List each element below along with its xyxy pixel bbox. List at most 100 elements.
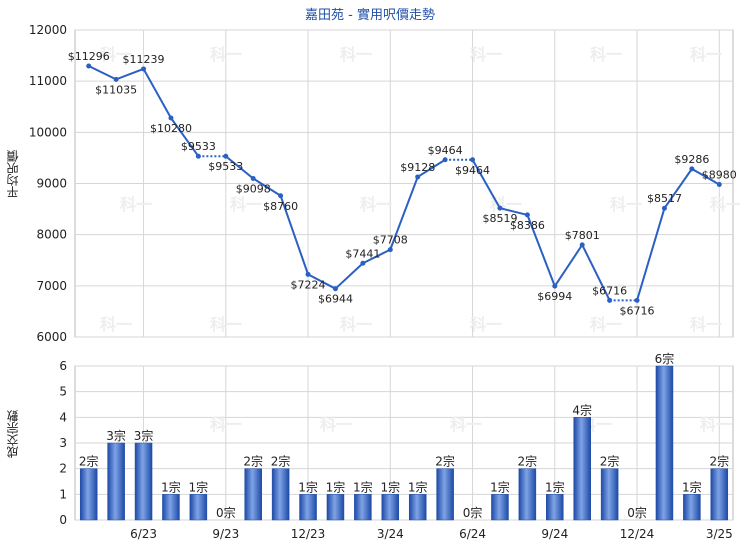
price-line-segment [362, 248, 391, 265]
count-data-label: 1宗 [682, 479, 702, 494]
price-tick-label: 10000 [29, 125, 67, 139]
count-bar [655, 365, 674, 521]
count-data-label: 2宗 [709, 454, 729, 469]
price-data-label: $8760 [263, 200, 298, 213]
price-point [607, 297, 613, 303]
watermark-text: 科一 [100, 45, 132, 64]
price-tick-label: 12000 [29, 23, 67, 37]
price-line-segment [170, 117, 200, 157]
price-data-label: $7224 [291, 278, 326, 291]
price-line-segment [553, 244, 584, 287]
price-data-label: $9533 [208, 160, 243, 173]
price-point [360, 260, 366, 266]
price-data-label: $9464 [428, 144, 463, 157]
count-tick-label: 3 [59, 436, 67, 450]
x-tick-label: 6/23 [130, 527, 157, 541]
watermark-text: 科一 [590, 315, 622, 334]
count-data-label: 1宗 [490, 479, 510, 494]
count-data-label: 0宗 [216, 505, 236, 520]
price-data-label: $8519 [482, 212, 517, 225]
price-point [415, 174, 421, 180]
price-data-label: $8980 [702, 169, 737, 182]
watermark-text: 科一 [610, 195, 642, 214]
count-data-label: 2宗 [243, 454, 263, 469]
watermark-text: 科一 [690, 45, 722, 64]
price-point [86, 63, 92, 69]
watermark-text: 科一 [210, 315, 242, 334]
count-bar [546, 494, 564, 521]
price-data-label: $7441 [345, 247, 380, 260]
price-point [250, 175, 256, 181]
count-bar [710, 468, 729, 521]
watermark-text: 科一 [690, 315, 722, 334]
count-bar [79, 468, 98, 521]
count-tick-label: 5 [59, 385, 67, 399]
price-point [442, 157, 448, 163]
price-line-segment [471, 159, 501, 209]
count-bar [408, 494, 427, 521]
watermark-text: 科一 [120, 195, 152, 214]
x-tick-label: 6/24 [459, 527, 486, 541]
price-data-label: $9533 [181, 140, 216, 153]
price-line-segment [307, 273, 336, 290]
watermark-text: 科一 [710, 195, 740, 214]
count-data-label: 0宗 [627, 505, 647, 520]
price-line-segment [334, 262, 364, 290]
count-bar [107, 442, 125, 521]
price-line-segment [142, 68, 172, 119]
price-data-label: $8386 [510, 219, 545, 232]
price-line-segment [526, 214, 556, 287]
watermark-text: 科一 [210, 415, 242, 434]
watermark-text: 科一 [340, 315, 372, 334]
price-line-segment [636, 207, 666, 301]
chart-title: 嘉田苑 - 實用呎價走勢 [305, 8, 435, 23]
price-data-label: $6716 [592, 284, 627, 297]
price-data-label: $9464 [455, 164, 490, 177]
count-bar [162, 494, 180, 521]
price-point [524, 212, 530, 218]
price-point [470, 157, 476, 163]
price-point [305, 271, 311, 277]
count-data-label: 1宗 [161, 479, 181, 494]
watermark-text: 科一 [470, 45, 502, 64]
price-point [387, 247, 393, 253]
count-data-label: 1宗 [545, 479, 565, 494]
price-point [634, 297, 640, 303]
count-data-label: 2宗 [600, 454, 620, 469]
count-bar [244, 468, 262, 521]
price-data-label: $6994 [537, 290, 572, 303]
count-tick-label: 4 [59, 410, 67, 424]
price-point [223, 153, 229, 159]
price-point [689, 166, 695, 172]
watermark-text: 科一 [100, 315, 132, 334]
watermark-text: 科一 [210, 45, 242, 64]
count-bar [600, 468, 619, 521]
watermark-text: 科一 [450, 415, 482, 434]
price-data-label: $6944 [318, 293, 353, 306]
price-tick-label: 8000 [36, 228, 67, 242]
watermark-text: 科一 [360, 195, 392, 214]
price-tick-label: 9000 [36, 177, 67, 191]
count-data-label: 1宗 [189, 479, 209, 494]
count-data-label: 0宗 [463, 505, 483, 520]
price-point [141, 66, 147, 72]
price-data-label: $11239 [123, 53, 165, 66]
count-tick-label: 0 [59, 513, 67, 527]
price-tick-label: 11000 [29, 74, 67, 88]
count-bar [573, 417, 591, 521]
count-data-label: 6宗 [655, 351, 675, 366]
price-line-segment [581, 244, 611, 301]
price-point [579, 242, 585, 248]
count-data-label: 2宗 [518, 454, 538, 469]
price-point [195, 153, 201, 159]
price-point [497, 205, 503, 211]
price-line-segment [279, 195, 309, 275]
price-point [168, 115, 174, 121]
watermark-text: 科一 [700, 415, 732, 434]
count-data-label: 2宗 [271, 454, 291, 469]
count-data-label: 1宗 [408, 479, 428, 494]
price-line-segment [88, 65, 117, 81]
price-line-segment [663, 168, 693, 209]
price-line-segment [252, 177, 282, 197]
